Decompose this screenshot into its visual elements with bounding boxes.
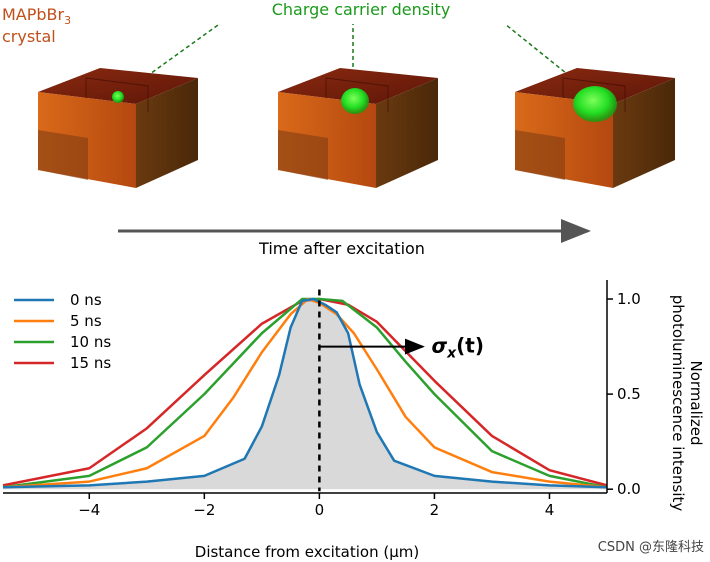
watermark: CSDN @东隆科技 — [598, 540, 704, 555]
y-axis-label-line2: photoluminescence intensity — [669, 295, 687, 512]
crystal-label-subscript: 3 — [64, 14, 71, 27]
crystal-2 — [278, 68, 438, 188]
x-tick-label: 2 — [430, 501, 440, 519]
density-label: Charge carrier density — [272, 0, 451, 19]
legend-label: 15 ns — [70, 354, 111, 372]
legend-label: 5 ns — [70, 312, 102, 330]
series-line-10ns — [2, 297, 608, 489]
pointer-line-3 — [504, 23, 593, 95]
x-tick-label: −2 — [193, 501, 215, 519]
x-tick-label: 4 — [545, 501, 555, 519]
carrier-spot-2 — [341, 88, 369, 114]
time-label: Time after excitation — [258, 239, 425, 258]
crystal-3 — [515, 68, 675, 188]
x-tick-label: 0 — [315, 501, 325, 519]
crystal-label-line1: MAPbBr3 — [2, 5, 71, 27]
y-tick-label: 0.5 — [617, 385, 641, 403]
crystal-label-line2: crystal — [2, 27, 56, 46]
legend-label: 10 ns — [70, 333, 111, 351]
sigma-annotation: σx(t) — [432, 334, 484, 362]
carrier-spot-3 — [573, 86, 617, 122]
crystal-1 — [38, 68, 198, 188]
fill-under-0ns — [3, 299, 607, 490]
y-tick-label: 1.0 — [617, 290, 641, 308]
carrier-spot-1 — [112, 91, 124, 103]
y-axis-label-line1: Normalized — [687, 360, 705, 445]
x-tick-label: −4 — [78, 501, 100, 519]
pl-chart: σx(t) −4 −2 0 2 4 0.0 0.5 1.0 0 ns 5 ns 10 ns 15 n… — [2, 280, 705, 561]
y-tick-label: 0.0 — [617, 480, 641, 498]
x-axis-label: Distance from excitation (µm) — [195, 543, 419, 561]
legend-label: 0 ns — [70, 291, 102, 309]
legend: 0 ns 5 ns 10 ns 15 ns — [14, 291, 111, 372]
